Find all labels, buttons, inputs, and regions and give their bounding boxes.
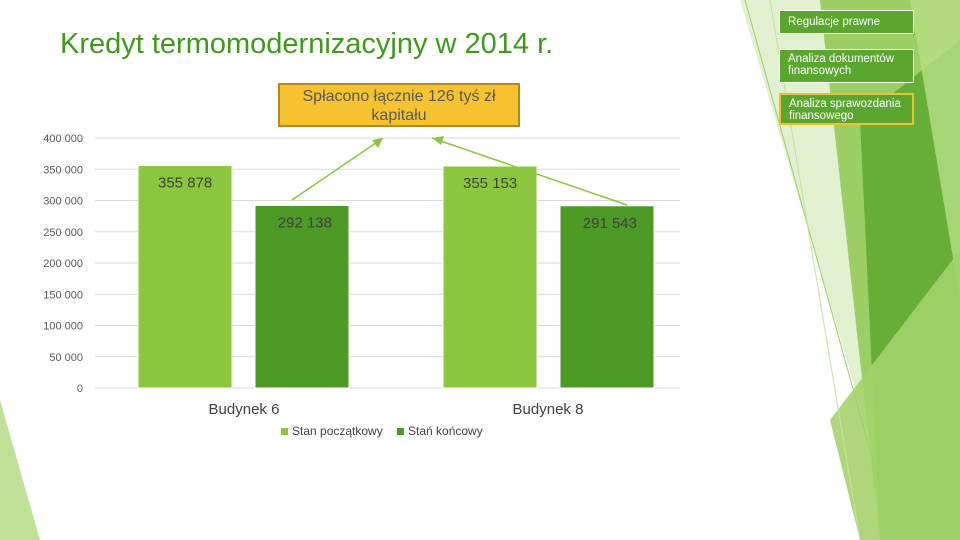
y-tick-label: 100 000 [43, 321, 83, 333]
repayment-callout: Spłacono łącznie 126 tyś zł kapitału [278, 83, 520, 127]
y-tick-label: 50 000 [49, 352, 83, 364]
y-tick-label: 250 000 [43, 227, 83, 239]
nav-item-regulacje-prawne[interactable]: Regulacje prawne [779, 10, 914, 34]
x-tick-label: Budynek 8 [513, 401, 584, 418]
callout-arrow-right [431, 137, 628, 206]
bar-1-1 [137, 165, 233, 389]
x-axis: Budynek 6 Budynek 8 [209, 401, 584, 418]
legend-label-series-1: Stan początkowy [292, 424, 383, 438]
legend-item-series-1: Stan początkowy [281, 424, 383, 438]
nav-item-analiza-dokumentow[interactable]: Analiza dokumentów finansowych [779, 49, 914, 83]
page-title: Kredyt termomodernizacyjny w 2014 r. [60, 28, 554, 60]
data-label: 355 153 [463, 175, 517, 192]
data-label: 291 543 [583, 215, 637, 232]
data-labels: 355 878 292 138 355 153 291 543 [158, 175, 637, 232]
chart-bars [137, 165, 655, 389]
callout-arrow-left [291, 137, 384, 201]
nav-item-analiza-sprawozdania[interactable]: Analiza sprawozdania finansowego [779, 93, 914, 125]
bar-2-1 [254, 204, 350, 389]
callout-arrowhead-right [432, 136, 444, 145]
y-tick-label: 0 [77, 383, 83, 395]
y-tick-label: 400 000 [43, 133, 83, 145]
legend-swatch-series-1 [281, 428, 288, 436]
y-tick-label: 350 000 [43, 164, 83, 176]
bar-1-2 [442, 165, 538, 389]
y-tick-label: 200 000 [43, 258, 83, 270]
data-label: 355 878 [158, 175, 212, 192]
y-axis: 0 50 000 100 000 150 000 200 000 250 000 300 0… [43, 133, 83, 395]
callout-arrowhead-left [372, 138, 383, 148]
data-label: 292 138 [278, 214, 332, 231]
bar-2-2 [559, 205, 655, 389]
legend-item-series-2: Stań końcowy [397, 424, 483, 438]
y-tick-label: 150 000 [43, 289, 83, 301]
callout-arrows [291, 136, 628, 206]
legend-label-series-2: Stań końcowy [408, 424, 483, 438]
legend-swatch-series-2 [397, 428, 404, 436]
y-tick-label: 300 000 [43, 196, 83, 208]
x-tick-label: Budynek 6 [209, 401, 280, 418]
